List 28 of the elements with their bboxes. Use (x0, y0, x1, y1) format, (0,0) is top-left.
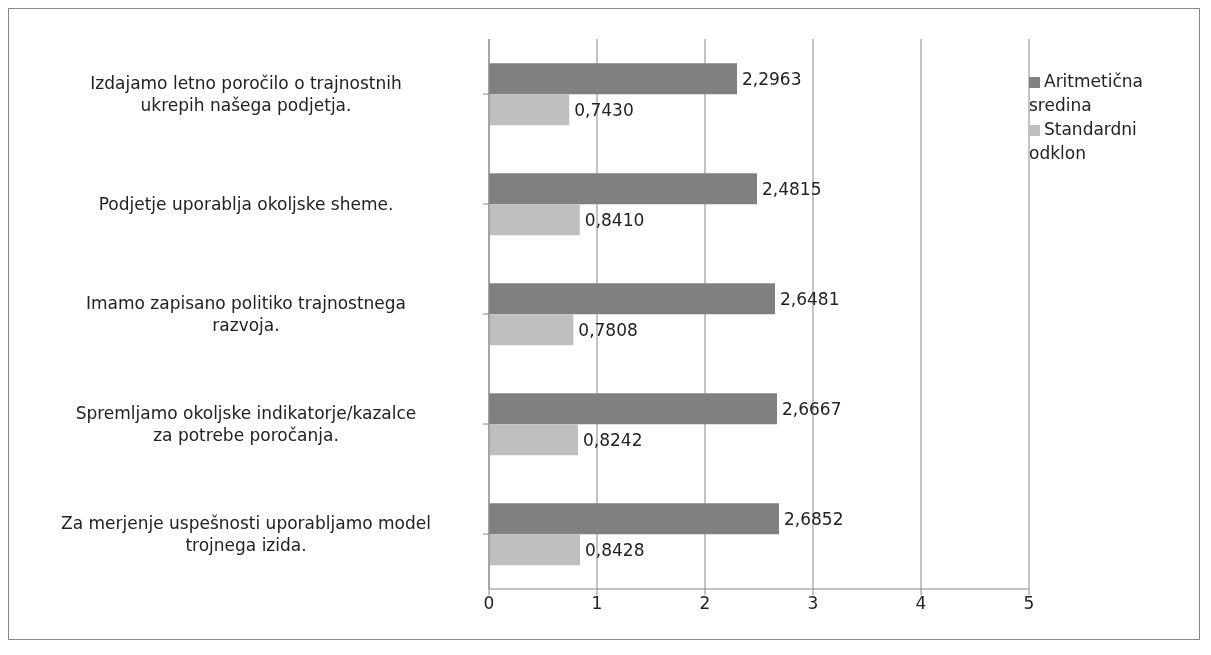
y-tick-label: Podjetje uporablja okoljske sheme. (98, 194, 394, 214)
bar (489, 424, 579, 456)
data-label: 0,7808 (578, 319, 638, 340)
bar (489, 314, 574, 346)
legend-label: Standardni odklon (1029, 119, 1137, 163)
legend-label: Aritmetična sredina (1029, 71, 1143, 115)
data-label: 0,8410 (584, 209, 645, 230)
data-label: 0,7430 (574, 99, 634, 120)
bar (489, 204, 580, 236)
data-label: 2,6481 (779, 288, 840, 309)
bar (489, 94, 570, 126)
x-tick-label: 0 (483, 593, 495, 614)
data-label: 0,8242 (583, 429, 643, 450)
y-tick-label: Za merjenje uspešnosti uporabljamo model trojnega izida. (61, 513, 431, 555)
x-tick-label: 4 (915, 593, 927, 614)
x-tick-label: 2 (699, 593, 711, 614)
data-label: 2,6667 (782, 398, 842, 419)
x-tick-label: 5 (1023, 593, 1035, 614)
data-label: 2,6852 (784, 508, 844, 529)
x-tick-label: 1 (591, 593, 603, 614)
data-label: 0,8428 (585, 539, 645, 560)
y-tick-label: Imamo zapisano politiko trajnostnega razvoja. (85, 293, 407, 335)
data-label: 2,4815 (762, 178, 822, 199)
y-tick-label: Izdajamo letno poročilo o trajnostnih ukrepih našega podjetja. (90, 73, 402, 115)
data-label: 2,2963 (742, 68, 802, 89)
y-tick-label: Spremljamo okoljske indikatorje/kazalce za potrebe poročanja. (75, 403, 417, 445)
bar (489, 534, 581, 566)
x-tick-label: 3 (807, 593, 819, 614)
